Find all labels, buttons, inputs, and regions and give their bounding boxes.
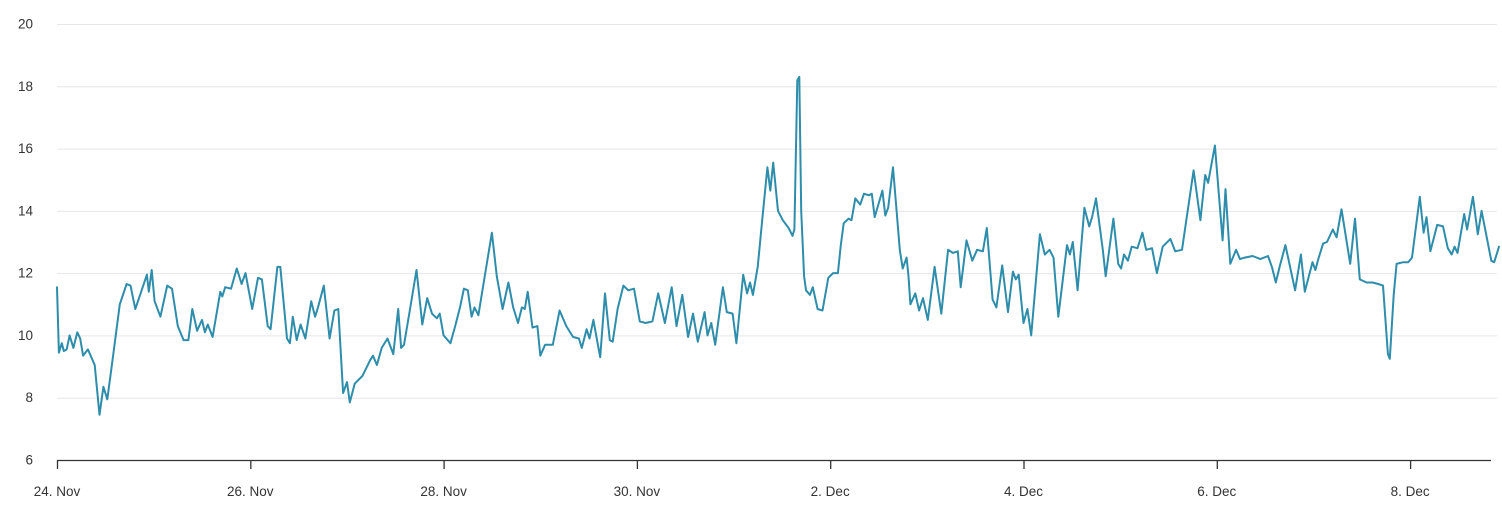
x-axis-label: 6. Dec: [1197, 484, 1236, 499]
y-axis-label: 20: [18, 17, 33, 32]
y-axis-label: 18: [18, 79, 33, 94]
x-axis-label: 2. Dec: [811, 484, 850, 499]
series-line[interactable]: [56, 75, 1500, 416]
y-axis-label: 12: [18, 266, 33, 281]
x-axis-label: 4. Dec: [1004, 484, 1043, 499]
gridlines: [57, 24, 1497, 399]
x-axis-label: 26. Nov: [227, 484, 274, 499]
series-layer: [56, 75, 1500, 416]
x-axis-label: 30. Nov: [614, 484, 661, 499]
x-axis-label: 28. Nov: [420, 484, 467, 499]
y-axis-label: 6: [25, 453, 33, 468]
x-axis-label: 24. Nov: [34, 484, 81, 499]
y-axis-label: 14: [18, 203, 34, 218]
axis-labels: 20 18 16 14 12 10 8 6 24. Nov 26. Nov 28. Nov 30. N…: [18, 17, 1430, 500]
y-axis-label: 8: [25, 390, 33, 405]
x-axis-label: 8. Dec: [1391, 484, 1430, 499]
y-axis-label: 16: [18, 141, 33, 156]
y-axis-label: 10: [18, 328, 33, 343]
x-axis: [56, 459, 1491, 469]
